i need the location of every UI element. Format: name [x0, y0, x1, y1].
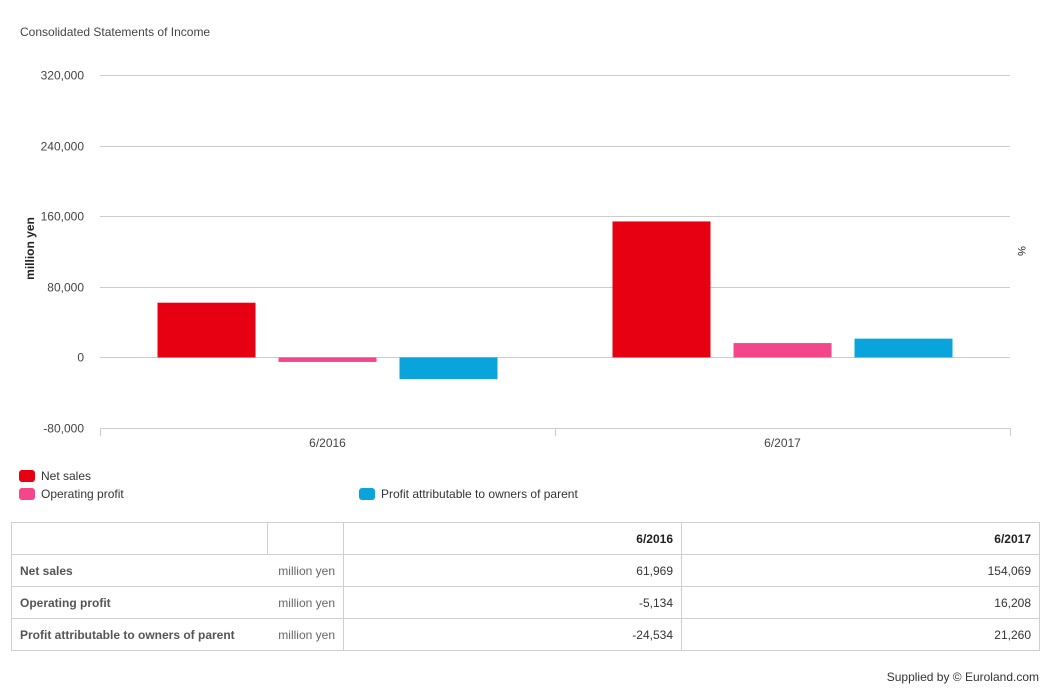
legend-label: Operating profit — [41, 487, 124, 501]
row-value: 16,208 — [681, 586, 1040, 619]
x-tick-label: 6/2016 — [309, 436, 346, 450]
legend-label: Net sales — [41, 469, 92, 483]
y-tick-label: -80,000 — [43, 422, 84, 436]
row-value: 61,969 — [343, 554, 682, 587]
x-axis: 6/2016 6/2017 — [100, 428, 1011, 450]
bar-chart: -80,000 0 80,000 160,000 240,000 320,000 6/20… — [23, 69, 1027, 451]
row-value: -5,134 — [343, 586, 682, 619]
row-unit: million yen — [267, 618, 344, 651]
row-label: Operating profit — [11, 586, 268, 619]
x-tick-label: 6/2017 — [764, 436, 801, 450]
table-header-6-2016: 6/2016 — [343, 522, 682, 555]
y-tick-label: 80,000 — [47, 281, 84, 295]
row-value: -24,534 — [343, 618, 682, 651]
bar — [399, 357, 498, 380]
bar — [612, 221, 711, 358]
chart-title: Consolidated Statements of Income — [20, 25, 211, 39]
row-unit: million yen — [267, 554, 344, 587]
legend-item[interactable]: Net sales — [19, 469, 91, 483]
table-header-blank — [11, 522, 268, 555]
legend-item[interactable]: Profit attributable to owners of parent — [359, 487, 578, 501]
row-value: 21,260 — [681, 618, 1040, 651]
legend-label: Profit attributable to owners of parent — [381, 487, 578, 501]
y-tick-labels: -80,000 0 80,000 160,000 240,000 320,000 — [41, 69, 85, 436]
y-tick-label: 320,000 — [41, 69, 85, 83]
bar — [278, 357, 377, 362]
bar — [733, 343, 832, 358]
bar — [157, 302, 256, 358]
legend-item[interactable]: Operating profit — [19, 487, 124, 501]
table-row: Net sales million yen 61,969 154,069 — [11, 554, 1040, 587]
y-tick-label: 240,000 — [41, 140, 85, 154]
grid-lines — [100, 75, 1010, 429]
y-tick-label: 160,000 — [41, 210, 85, 224]
bar — [854, 338, 953, 358]
table-row: Operating profit million yen -5,134 16,2… — [11, 586, 1040, 619]
legend-swatch — [359, 488, 375, 500]
y2-axis-label: % — [1015, 246, 1027, 256]
legend-swatch — [19, 488, 35, 500]
legend-swatch — [19, 470, 35, 482]
row-value: 154,069 — [681, 554, 1040, 587]
data-table: 6/2016 6/2017 Net sales million yen 61,9… — [11, 522, 1040, 651]
table-header-row: 6/2016 6/2017 — [11, 522, 1040, 555]
row-label: Profit attributable to owners of parent — [11, 618, 268, 651]
supplied-by-credit: Supplied by © Euroland.com — [886, 670, 1039, 684]
table-header-6-2017: 6/2017 — [681, 522, 1040, 555]
y-tick-label: 0 — [77, 351, 84, 365]
bars — [157, 221, 953, 380]
table-header-blank — [267, 522, 344, 555]
table-row: Profit attributable to owners of parent … — [11, 618, 1040, 651]
y-axis-label: million yen — [23, 217, 37, 280]
row-unit: million yen — [267, 586, 344, 619]
row-label: Net sales — [11, 554, 268, 587]
